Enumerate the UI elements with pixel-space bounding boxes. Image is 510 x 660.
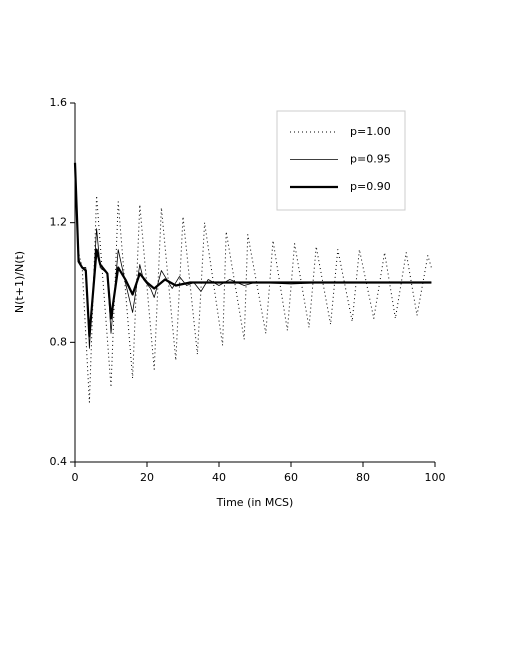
x-tick-label: 100 [425, 471, 446, 484]
series-line [73, 162, 432, 338]
y-tick-label: 0.4 [50, 455, 68, 468]
y-tick-label: 0.8 [50, 335, 68, 348]
legend-box [276, 110, 406, 211]
series-line [74, 162, 432, 403]
x-axis-label: Time (in MCS) [216, 496, 294, 509]
x-tick-label: 40 [212, 471, 226, 484]
y-axis-label: N(t+1)/N(t) [13, 251, 26, 313]
x-tick-label: 20 [140, 471, 154, 484]
legend-label: p=0.95 [350, 153, 391, 166]
x-tick-label: 80 [356, 471, 370, 484]
x-tick-label: 0 [72, 471, 79, 484]
legend-label: p=1.00 [350, 125, 391, 138]
y-tick-label: 1.6 [50, 96, 68, 109]
legend-label: p=0.90 [350, 180, 391, 193]
x-tick-label: 60 [284, 471, 298, 484]
y-tick-label: 1.2 [50, 216, 68, 229]
